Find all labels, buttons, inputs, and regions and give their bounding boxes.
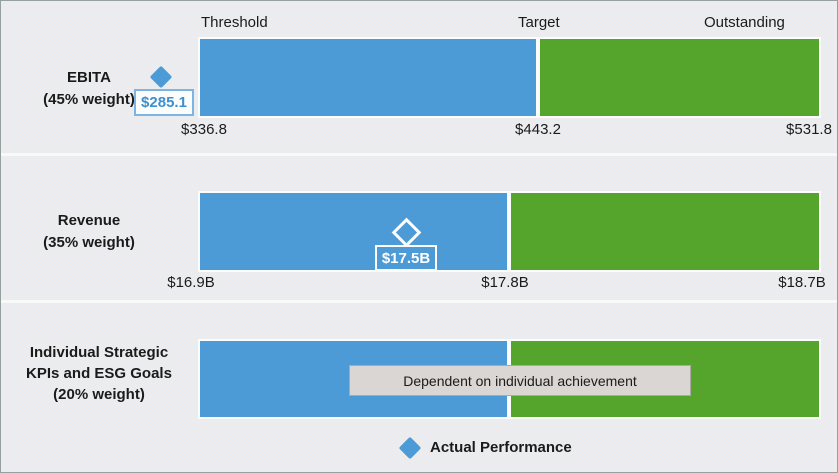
actual-value-chip: $17.5B [375, 245, 437, 271]
row-label-line: KPIs and ESG Goals [26, 365, 172, 382]
zone-label-outstanding: Outstanding [704, 14, 785, 31]
row-label-line: Individual Strategic [29, 344, 169, 361]
row-label-line: (45% weight) [43, 91, 135, 108]
target-to-outstanding-bar [509, 191, 821, 272]
target-to-outstanding-bar [538, 37, 821, 118]
row-label-line: (20% weight) [53, 386, 145, 403]
row-label-ebita: EBITA (45% weight) [9, 67, 169, 111]
legend-label: Actual Performance [430, 439, 572, 456]
threshold-to-target-bar [198, 37, 538, 118]
legend: Actual Performance [398, 436, 572, 459]
zone-label-target: Target [518, 14, 560, 31]
row-label-line: Revenue [57, 212, 121, 229]
actual-value-chip: $285.1 [134, 89, 194, 116]
tick-outstanding: $531.8 [786, 121, 832, 138]
tick-threshold: $336.8 [181, 121, 227, 138]
zone-label-threshold: Threshold [201, 14, 268, 31]
row-label-line: (35% weight) [43, 234, 135, 251]
legend-diamond-icon [398, 436, 422, 459]
tick-target: $443.2 [515, 121, 561, 138]
section-divider [1, 300, 837, 303]
tick-threshold: $16.9B [167, 274, 215, 291]
threshold-to-target-bar [198, 191, 509, 272]
tick-target: $17.8B [481, 274, 529, 291]
individual-achievement-note: Dependent on individual achievement [349, 365, 691, 396]
row-label-revenue: Revenue (35% weight) [9, 210, 169, 254]
row-label-individual-kpis: Individual Strategic KPIs and ESG Goals … [15, 342, 183, 405]
section-divider [1, 153, 837, 156]
tick-outstanding: $18.7B [778, 274, 826, 291]
row-label-line: EBITA [67, 69, 111, 86]
